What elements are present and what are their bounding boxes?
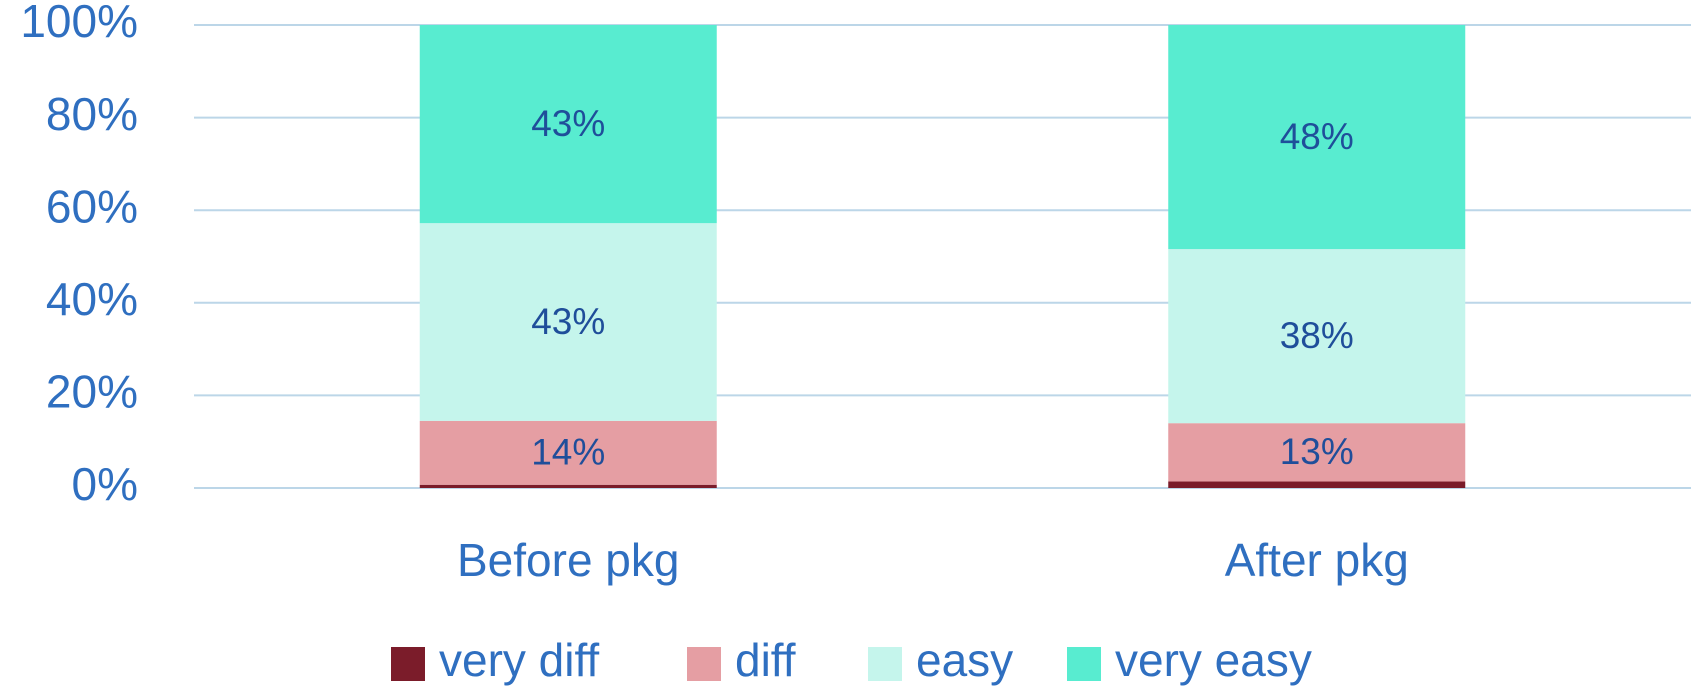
data-label: 43%: [531, 103, 605, 144]
legend-label: easy: [916, 634, 1013, 686]
data-label: 13%: [1280, 431, 1354, 472]
legend-label: very diff: [439, 634, 599, 686]
x-tick-label: Before pkg: [457, 534, 679, 586]
x-tick-label: After pkg: [1225, 534, 1409, 586]
legend-swatch: [687, 647, 721, 681]
legend-label: very easy: [1115, 634, 1312, 686]
y-tick-label: 60%: [46, 180, 138, 232]
legend-swatch: [1067, 647, 1101, 681]
legend-swatch: [391, 647, 425, 681]
bar-segment: [1168, 423, 1466, 482]
y-tick-label: 80%: [46, 88, 138, 140]
bar-segment: [419, 484, 717, 488]
data-label: 38%: [1280, 315, 1354, 356]
y-tick-label: 20%: [46, 366, 138, 418]
bar-segment: [1168, 481, 1466, 488]
data-label: 43%: [531, 301, 605, 342]
bar-segment: [419, 420, 717, 485]
legend-label: diff: [735, 634, 796, 686]
bar-segment: [1168, 249, 1466, 424]
y-tick-label: 40%: [46, 273, 138, 325]
legend-swatch: [868, 647, 902, 681]
bar-segment: [419, 223, 717, 421]
data-label: 14%: [531, 432, 605, 473]
bar-segment: [1168, 25, 1466, 250]
bar-segment: [419, 25, 717, 224]
data-label: 48%: [1280, 116, 1354, 157]
y-tick-label: 100%: [20, 0, 138, 47]
y-tick-label: 0%: [72, 458, 138, 510]
